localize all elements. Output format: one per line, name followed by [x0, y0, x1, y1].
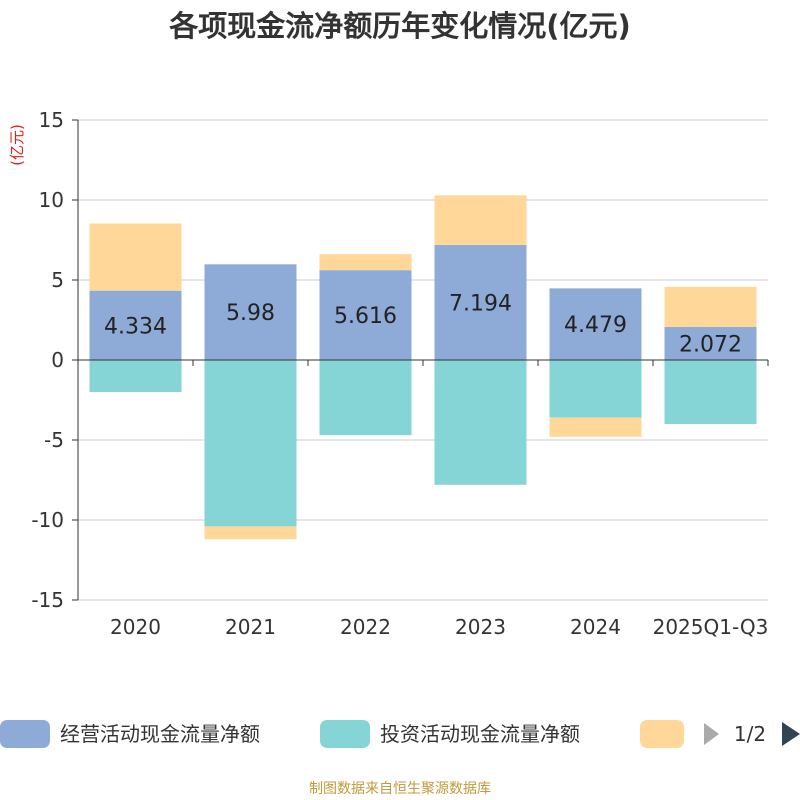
y-tick-label: -10: [31, 508, 64, 532]
data-labels: 4.334 5.98 5.616 7.194 4.479 2.072: [104, 291, 742, 357]
bar-operating[interactable]: [434, 244, 527, 360]
y-tick-label: 5: [51, 268, 64, 292]
y-tick-label: 15: [39, 108, 64, 132]
data-label-operating: 5.616: [334, 304, 397, 329]
bar-financing[interactable]: [319, 254, 412, 271]
pager-prev-arrow-icon[interactable]: [704, 723, 719, 745]
bar-financing[interactable]: [89, 223, 182, 291]
legend-label-investing: 投资活动现金流量净额: [380, 722, 580, 746]
bar-investing[interactable]: [664, 360, 757, 424]
bar-investing[interactable]: [204, 360, 297, 527]
bar-financing[interactable]: [664, 286, 757, 327]
y-tick-label: -5: [44, 428, 64, 452]
legend-swatch-operating: [0, 720, 50, 748]
bar-investing[interactable]: [319, 360, 412, 436]
bar-financing[interactable]: [549, 417, 642, 437]
legend-swatch-investing: [320, 720, 370, 748]
bar-operating[interactable]: [89, 290, 182, 360]
footer-source: 制图数据来自恒生聚源数据库: [309, 781, 491, 797]
pager-next-arrow-icon[interactable]: [782, 722, 800, 746]
bar-operating[interactable]: [664, 326, 757, 360]
legend-swatch-financing: [640, 720, 684, 748]
x-tick-label: 2021: [225, 615, 276, 639]
gridlines: [78, 119, 768, 601]
bar-operating[interactable]: [319, 270, 412, 360]
bar-operating[interactable]: [549, 288, 642, 360]
axes: 15 10 5 0 -5 -10 -15 2020 2021 2022 2023 2024 2025Q1…: [31, 108, 769, 639]
legend-item-financing[interactable]: [640, 720, 684, 748]
legend-item-investing[interactable]: 投资活动现金流量净额: [320, 720, 580, 748]
data-label-operating: 2.072: [679, 332, 742, 357]
chart-title: 各项现金流净额历年变化情况(亿元): [168, 9, 631, 43]
legend: 经营活动现金流量净额 投资活动现金流量净额 1/2: [0, 720, 800, 748]
data-label-operating: 4.334: [104, 314, 167, 339]
data-label-operating: 4.479: [564, 313, 627, 338]
bar-financing[interactable]: [434, 195, 527, 245]
legend-label-operating: 经营活动现金流量净额: [60, 722, 260, 746]
y-tick-label: 0: [51, 348, 64, 372]
bar-operating[interactable]: [204, 264, 297, 360]
data-label-operating: 5.98: [226, 301, 275, 326]
x-tick-label: 2025Q1-Q3: [653, 615, 769, 639]
data-label-operating: 7.194: [449, 291, 512, 316]
y-tick-label: -15: [31, 588, 64, 612]
bar-investing[interactable]: [549, 360, 642, 418]
pager-text: 1/2: [734, 722, 766, 746]
legend-item-operating[interactable]: 经营活动现金流量净额: [0, 720, 260, 748]
x-tick-label: 2024: [570, 615, 621, 639]
y-tick-label: 10: [39, 188, 64, 212]
bars: [89, 195, 757, 540]
bar-investing[interactable]: [434, 360, 527, 485]
x-tick-label: 2020: [110, 615, 161, 639]
bar-investing[interactable]: [89, 360, 182, 392]
x-tick-label: 2023: [455, 615, 506, 639]
x-tick-label: 2022: [340, 615, 391, 639]
y-axis-unit-label: (亿元): [8, 124, 26, 166]
bar-financing[interactable]: [204, 526, 297, 540]
